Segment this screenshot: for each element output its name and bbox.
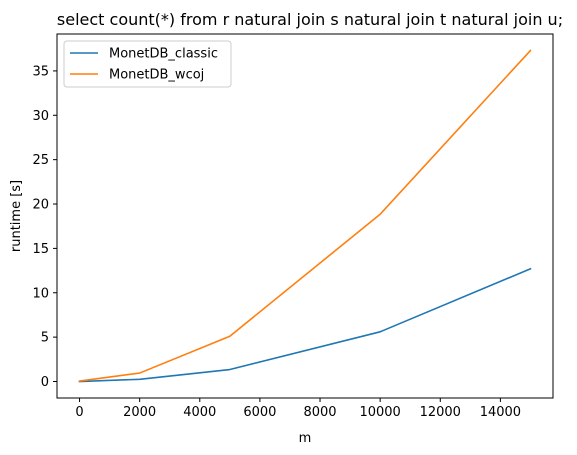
y-tick-label: 15 <box>32 242 49 257</box>
x-tick-label: 4000 <box>183 405 216 420</box>
y-tick-label: 0 <box>41 375 49 390</box>
y-tick-label: 20 <box>32 198 49 213</box>
legend: MonetDB_classic MonetDB_wcoj <box>63 40 232 88</box>
y-tick-label: 25 <box>32 153 49 168</box>
chart-title: select count(*) from r natural join s na… <box>57 10 563 29</box>
x-tick-label: 12000 <box>420 405 461 420</box>
series-line-monetdb-wcoj <box>78 49 532 382</box>
x-tick-label: 14000 <box>480 405 521 420</box>
series-line-monetdb-classic <box>78 267 532 383</box>
legend-label: MonetDB_classic <box>109 47 218 62</box>
x-tick-label: 6000 <box>243 405 276 420</box>
x-axis-label: m <box>299 431 312 446</box>
plot-area <box>78 49 532 383</box>
x-tick-label: 8000 <box>303 405 336 420</box>
y-tick-label: 5 <box>41 331 49 346</box>
legend-label: MonetDB_wcoj <box>109 68 204 83</box>
y-axis-label: runtime [s] <box>9 180 24 252</box>
axes-frame <box>56 33 554 399</box>
legend-box <box>63 40 232 88</box>
y-tick-label: 35 <box>32 64 49 79</box>
y-tick-label: 10 <box>32 286 49 301</box>
x-tick-label: 2000 <box>123 405 156 420</box>
x-tick-label: 10000 <box>359 405 400 420</box>
x-tick-label: 0 <box>75 405 83 420</box>
y-tick-label: 30 <box>32 109 49 124</box>
